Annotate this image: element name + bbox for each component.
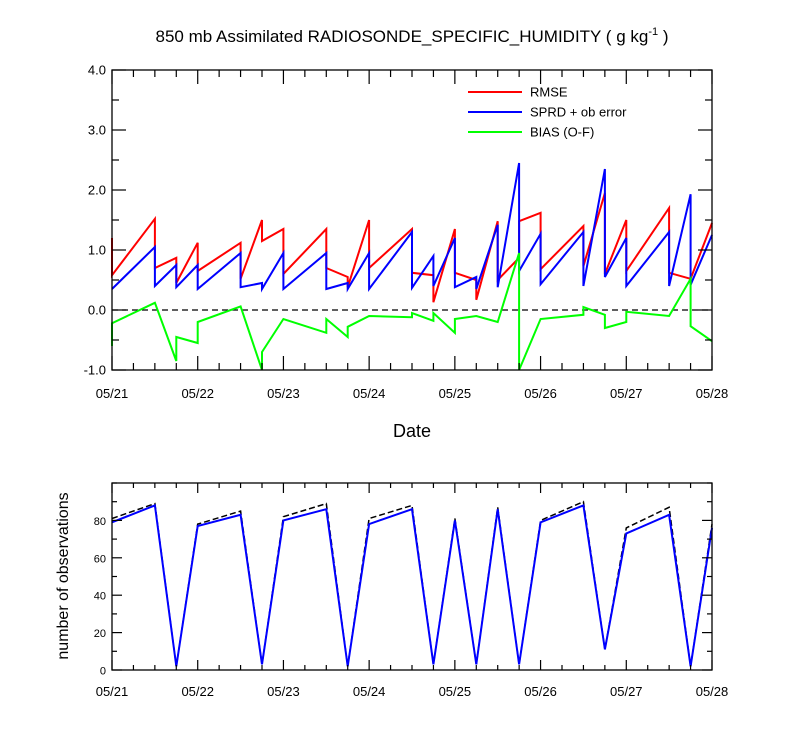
x-tick-label: 05/21 — [96, 684, 129, 699]
x-tick-label: 05/23 — [267, 386, 300, 401]
x-tick-label: 05/28 — [696, 386, 729, 401]
y-tick-label: 3.0 — [88, 123, 106, 138]
x-tick-label: 05/24 — [353, 684, 386, 699]
top-panel: 05/21 05/22 05/23 05/24 05/25 05/26 05/27 05/28… — [84, 63, 729, 402]
figure: 850 mb Assimilated RADIOSONDE_SPECIFIC_H… — [0, 0, 800, 750]
y-tick-label: 1.0 — [88, 243, 106, 258]
y-tick-label: 80 — [94, 516, 106, 528]
x-tick-label: 05/27 — [610, 386, 643, 401]
x-tick-label: 05/28 — [696, 684, 729, 699]
x-tick-label: 05/24 — [353, 386, 386, 401]
title-suffix: ) — [658, 27, 668, 46]
y-tick-label: 20 — [94, 628, 106, 640]
x-tick-label: 05/22 — [181, 684, 214, 699]
x-tick-label: 05/21 — [96, 386, 129, 401]
y-tick-label: 60 — [94, 553, 106, 565]
y-tick-label: 40 — [94, 591, 106, 603]
x-tick-label: 05/22 — [181, 386, 214, 401]
x-tick-label: 05/27 — [610, 684, 643, 699]
x-axis-label: Date — [393, 421, 431, 441]
y-tick-label: 4.0 — [88, 63, 106, 78]
x-tick-label: 05/26 — [524, 684, 557, 699]
series-line-assimilated — [112, 505, 712, 666]
bottom-panel: 05/21 05/22 05/23 05/24 05/25 05/26 05/27 05/28… — [94, 483, 729, 699]
series-line-possible — [112, 502, 712, 667]
y-tick-label: 0.0 — [88, 303, 106, 318]
x-tick-label: 05/25 — [439, 386, 472, 401]
y-axis-label-observations: number of observations — [55, 492, 72, 659]
legend-label: SPRD + ob error — [530, 105, 627, 120]
series-line-sprd-ob-error — [112, 163, 712, 289]
title-exponent: -1 — [648, 26, 658, 38]
legend-label: RMSE — [530, 85, 568, 100]
legend: RMSE SPRD + ob error BIAS (O-F) — [468, 85, 627, 140]
x-tick-label: 05/23 — [267, 684, 300, 699]
x-tick-label: 05/26 — [524, 386, 557, 401]
legend-label: BIAS (O-F) — [530, 125, 594, 140]
y-tick-label: 2.0 — [88, 183, 106, 198]
y-tick-label: -1.0 — [84, 363, 106, 378]
chart-title: 850 mb Assimilated RADIOSONDE_SPECIFIC_H… — [156, 26, 669, 46]
y-tick-label: 0 — [100, 666, 106, 678]
x-tick-label: 05/25 — [439, 684, 472, 699]
